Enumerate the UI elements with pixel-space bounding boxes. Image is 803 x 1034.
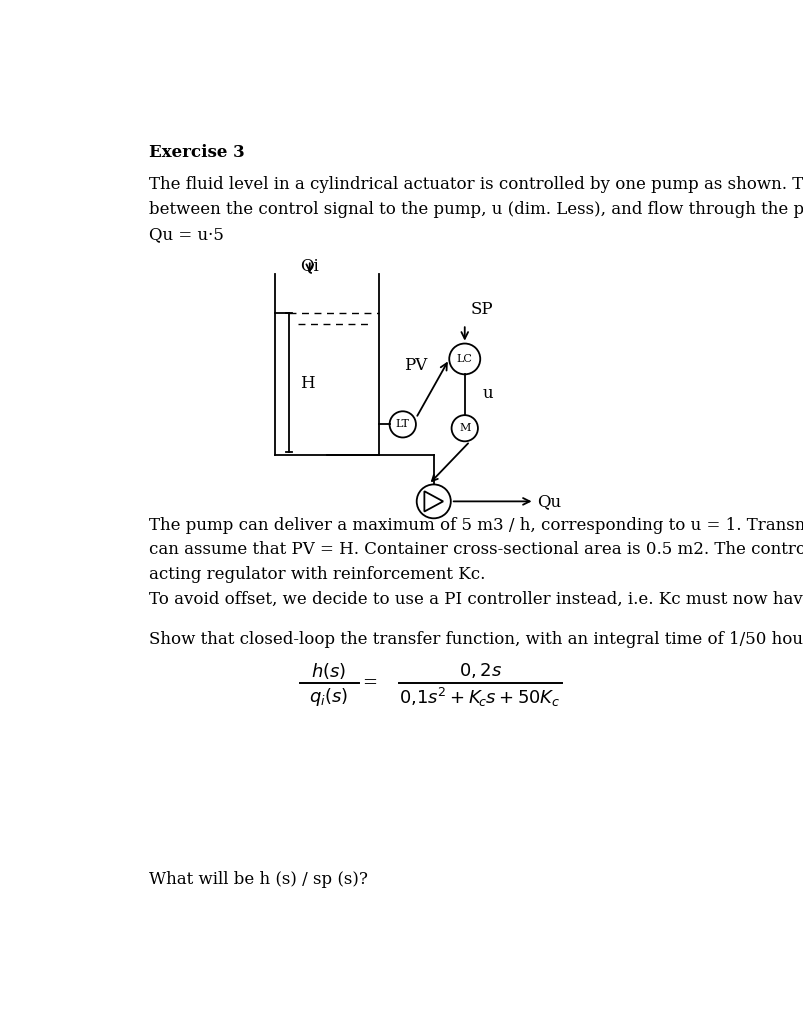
Text: Qi: Qi — [300, 257, 319, 274]
Text: can assume that PV = H. Container cross-sectional area is 0.5 m2. The controller: can assume that PV = H. Container cross-… — [149, 542, 803, 558]
Text: u: u — [482, 385, 492, 402]
Text: What will be h (s) / sp (s)?: What will be h (s) / sp (s)? — [149, 871, 367, 888]
Text: LC: LC — [456, 354, 472, 364]
Text: Show that closed-loop the transfer function, with an integral time of 1/50 hour : Show that closed-loop the transfer funct… — [149, 631, 803, 647]
Text: $0{,}1s^2+K_{\!c}s+50K_c$: $0{,}1s^2+K_{\!c}s+50K_c$ — [399, 686, 560, 708]
Text: To avoid offset, we decide to use a PI controller instead, i.e. Kc must now have: To avoid offset, we decide to use a PI c… — [149, 590, 803, 608]
Text: Qu: Qu — [537, 493, 561, 511]
Text: The fluid level in a cylindrical actuator is controlled by one pump as shown. Th: The fluid level in a cylindrical actuato… — [149, 177, 803, 193]
Text: PV: PV — [404, 357, 427, 373]
Text: Exercise 3: Exercise 3 — [149, 144, 244, 161]
Text: =: = — [361, 674, 377, 692]
Text: LT: LT — [395, 420, 410, 429]
Text: $q_i(s)$: $q_i(s)$ — [309, 686, 349, 708]
Text: between the control signal to the pump, u (dim. Less), and flow through the pump: between the control signal to the pump, … — [149, 201, 803, 218]
Text: The pump can deliver a maximum of 5 m3 / h, corresponding to u = 1. Transmitter : The pump can deliver a maximum of 5 m3 /… — [149, 517, 803, 534]
Text: M: M — [459, 423, 470, 433]
Text: Qu = u·5: Qu = u·5 — [149, 225, 223, 243]
Text: SP: SP — [471, 301, 493, 318]
Text: $0,2s$: $0,2s$ — [459, 662, 501, 680]
Text: acting regulator with reinforcement Kc.: acting regulator with reinforcement Kc. — [149, 566, 484, 583]
Text: $h(s)$: $h(s)$ — [311, 661, 346, 680]
Text: H: H — [300, 375, 314, 392]
